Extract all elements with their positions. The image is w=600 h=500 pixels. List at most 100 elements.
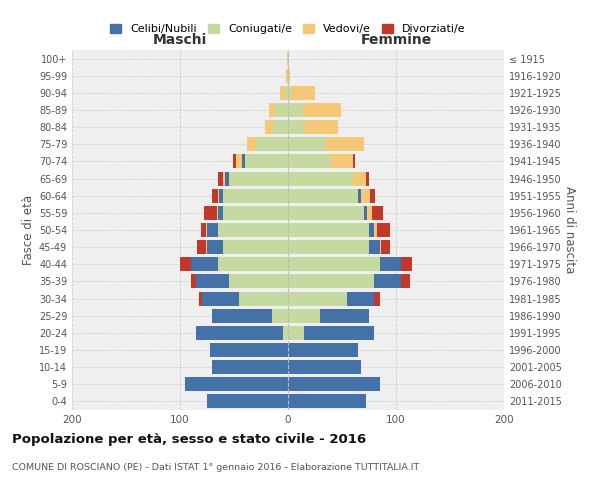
Bar [304, 326, 374, 340]
Bar [239, 292, 288, 306]
Bar [223, 172, 226, 185]
Bar [288, 172, 353, 185]
Bar [364, 206, 367, 220]
Bar [219, 188, 223, 202]
Bar [353, 172, 366, 185]
Bar [247, 138, 256, 151]
Bar [206, 223, 207, 237]
Bar [288, 103, 303, 117]
Bar [199, 292, 202, 306]
Text: COMUNE DI ROSCIANO (PE) - Dati ISTAT 1° gennaio 2016 - Elaborazione TUTTITALIA.I: COMUNE DI ROSCIANO (PE) - Dati ISTAT 1° … [12, 462, 419, 471]
Bar [223, 240, 288, 254]
Bar [288, 188, 358, 202]
Bar [288, 343, 358, 357]
Bar [207, 240, 223, 254]
Bar [374, 274, 401, 288]
Bar [229, 172, 288, 185]
Text: Femmine: Femmine [361, 32, 431, 46]
Bar [288, 360, 361, 374]
Bar [288, 326, 304, 340]
Bar [233, 154, 236, 168]
Bar [287, 52, 288, 66]
Bar [374, 223, 377, 237]
Bar [369, 223, 374, 237]
Text: Maschi: Maschi [153, 32, 207, 46]
Bar [401, 274, 410, 288]
Bar [380, 258, 401, 272]
Bar [288, 274, 374, 288]
Bar [377, 223, 389, 237]
Bar [288, 68, 290, 82]
Bar [217, 206, 218, 220]
Bar [288, 52, 289, 66]
Bar [347, 292, 374, 306]
Bar [197, 240, 206, 254]
Bar [283, 326, 288, 340]
Bar [265, 120, 273, 134]
Bar [288, 223, 369, 237]
Bar [326, 138, 364, 151]
Bar [288, 308, 320, 322]
Bar [256, 138, 288, 151]
Bar [185, 378, 288, 392]
Bar [272, 308, 288, 322]
Y-axis label: Fasce di età: Fasce di età [22, 195, 35, 265]
Bar [226, 172, 229, 185]
Bar [303, 103, 341, 117]
Bar [401, 258, 412, 272]
Bar [223, 188, 288, 202]
Bar [245, 154, 288, 168]
Bar [212, 308, 272, 322]
Bar [196, 274, 229, 288]
Bar [288, 292, 347, 306]
Bar [218, 172, 223, 185]
Bar [196, 326, 283, 340]
Bar [288, 206, 364, 220]
Legend: Celibi/Nubili, Coniugati/e, Vedovi/e, Divorziati/e: Celibi/Nubili, Coniugati/e, Vedovi/e, Di… [106, 20, 470, 39]
Bar [280, 86, 285, 100]
Bar [191, 258, 218, 272]
Bar [218, 223, 288, 237]
Bar [288, 154, 331, 168]
Bar [331, 154, 353, 168]
Bar [206, 240, 207, 254]
Bar [212, 188, 218, 202]
Bar [207, 394, 288, 408]
Text: Popolazione per età, sesso e stato civile - 2016: Popolazione per età, sesso e stato civil… [12, 432, 366, 446]
Bar [369, 240, 380, 254]
Bar [191, 274, 196, 288]
Bar [288, 138, 326, 151]
Bar [288, 120, 305, 134]
Bar [210, 343, 288, 357]
Y-axis label: Anni di nascita: Anni di nascita [563, 186, 575, 274]
Bar [218, 258, 288, 272]
Bar [374, 292, 380, 306]
Bar [223, 206, 288, 220]
Bar [320, 308, 369, 322]
Bar [202, 292, 239, 306]
Bar [358, 188, 361, 202]
Bar [236, 154, 242, 168]
Bar [381, 240, 389, 254]
Bar [285, 86, 288, 100]
Bar [200, 223, 206, 237]
Bar [218, 188, 219, 202]
Bar [218, 206, 223, 220]
Bar [287, 68, 288, 82]
Bar [269, 103, 275, 117]
Bar [288, 240, 369, 254]
Bar [204, 206, 217, 220]
Bar [353, 154, 355, 168]
Bar [361, 188, 370, 202]
Bar [372, 206, 383, 220]
Bar [207, 223, 218, 237]
Bar [286, 68, 287, 82]
Bar [370, 188, 376, 202]
Bar [367, 206, 372, 220]
Bar [291, 86, 315, 100]
Bar [366, 172, 369, 185]
Bar [288, 258, 380, 272]
Bar [275, 103, 288, 117]
Bar [242, 154, 245, 168]
Bar [288, 86, 291, 100]
